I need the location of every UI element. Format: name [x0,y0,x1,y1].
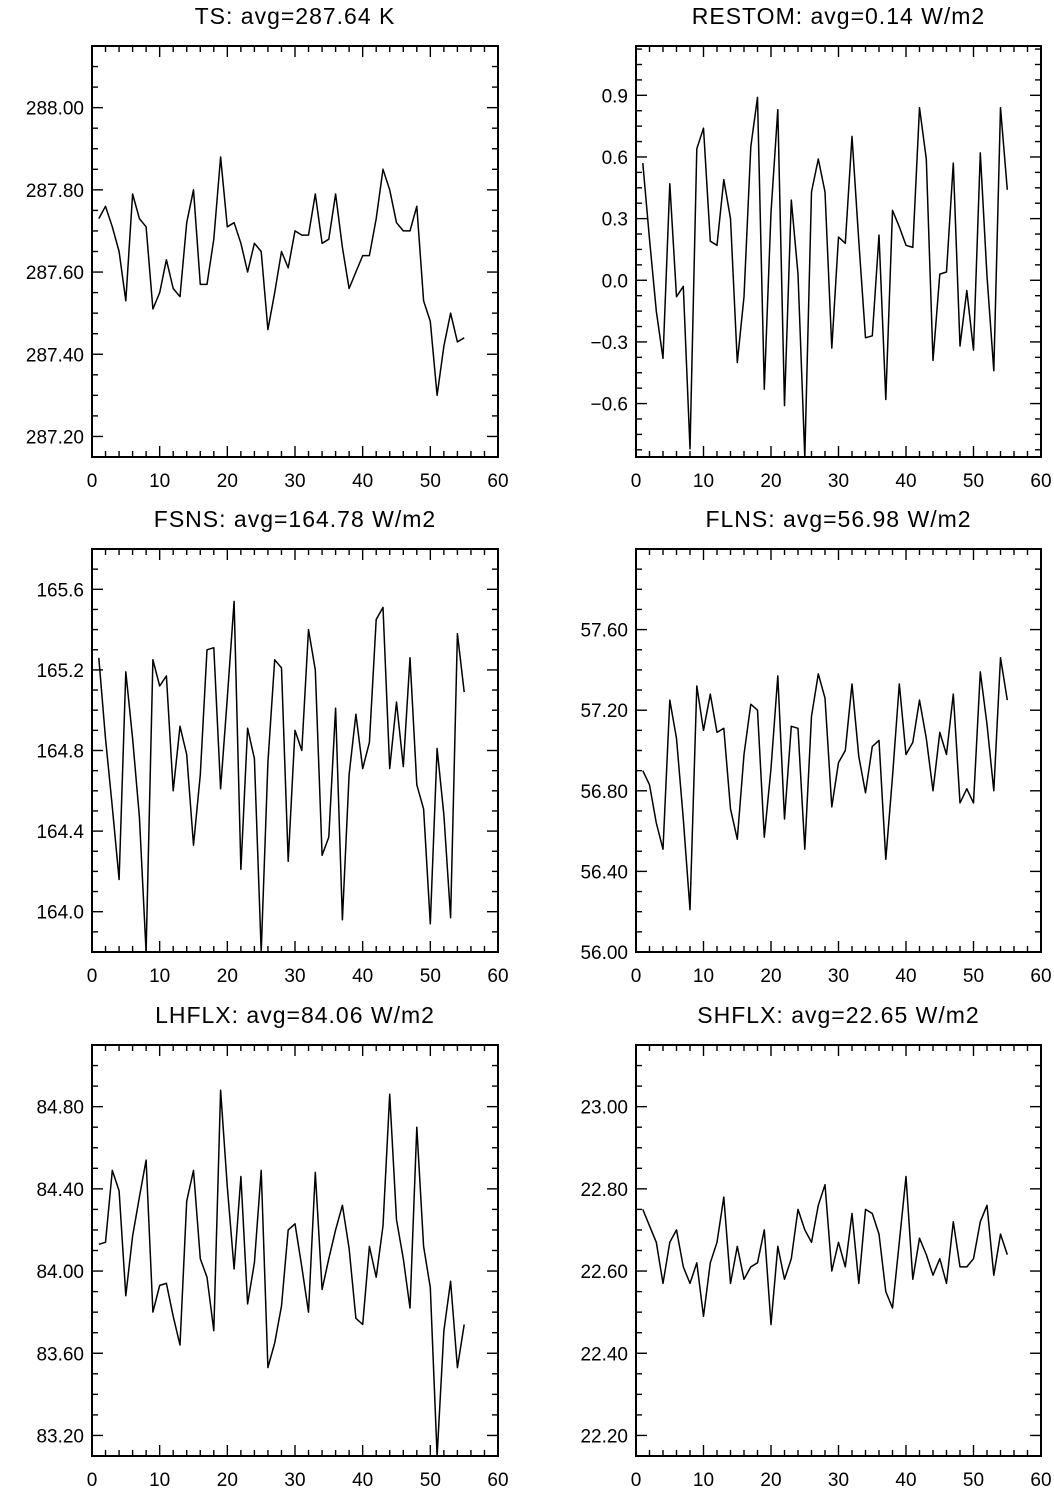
series-line [642,1175,1009,1326]
x-tick-label: 40 [895,1470,916,1491]
x-tick-label: 30 [828,966,849,987]
y-tick-label: 56.80 [580,782,628,803]
y-tick-label: 164.0 [36,903,84,924]
y-tick-label: 84.80 [36,1098,84,1119]
x-tick-label: 50 [963,471,984,492]
plot-frame [91,1044,499,1457]
y-tick-label: 0.6 [602,148,628,169]
series-line [98,600,465,952]
y-tick-label: 57.20 [580,701,628,722]
x-tick-label: 20 [217,1470,238,1491]
y-tick-label: 22.40 [580,1344,628,1365]
x-tick-label: 50 [963,966,984,987]
x-tick-label: 30 [828,471,849,492]
x-tick-label: 40 [352,1470,373,1491]
panel-6-title: SHFLX: avg=22.65 W/m2 [697,1002,979,1028]
x-tick-label: 30 [284,1470,305,1491]
x-tick-label: 0 [631,966,642,987]
x-tick-label: 10 [149,471,170,492]
panel-5: LHFLX: avg=84.06 W/m2 0 10 20 30 40 50 60 83.20 8… [36,1002,508,1491]
x-tick-label: 60 [1030,1470,1051,1491]
y-tick-label: −0.6 [590,395,628,416]
x-tick-label: 10 [693,966,714,987]
y-tick-label: 287.80 [26,181,84,202]
x-tick-label: 20 [217,471,238,492]
x-tick-label: 0 [631,471,642,492]
y-tick-label: 22.20 [580,1426,628,1447]
x-tick-label: 20 [760,471,781,492]
x-tick-label: 20 [217,966,238,987]
x-tick-label: 0 [87,966,98,987]
series-line [98,1089,465,1456]
x-tick-label: 0 [631,1470,642,1491]
x-tick-label: 10 [149,966,170,987]
y-tick-label: 22.60 [580,1262,628,1283]
series-line [98,156,465,397]
plot-frame [635,548,1042,953]
x-tick-label: 10 [693,1470,714,1491]
panel-5-title: LHFLX: avg=84.06 W/m2 [155,1002,435,1028]
x-tick-label: 0 [87,1470,98,1491]
panel-3-title: FSNS: avg=164.78 W/m2 [154,506,436,532]
y-tick-label: −0.3 [590,333,628,354]
y-tick-label: 83.20 [36,1426,84,1447]
panel-4-title: FLNS: avg=56.98 W/m2 [705,506,971,532]
x-tick-label: 60 [487,966,508,987]
x-tick-label: 60 [487,1470,508,1491]
y-tick-label: 57.60 [580,621,628,642]
y-tick-label: 23.00 [580,1098,628,1119]
y-tick-label: 83.60 [36,1344,84,1365]
y-tick-label: 165.2 [36,661,84,682]
x-tick-label: 20 [760,1470,781,1491]
x-tick-label: 50 [420,1470,441,1491]
panel-6: SHFLX: avg=22.65 W/m2 0 10 20 30 40 50 60 22.20 2… [580,1002,1051,1491]
x-tick-label: 50 [963,1470,984,1491]
x-tick-label: 60 [1030,471,1051,492]
x-tick-label: 10 [149,1470,170,1491]
panel-2: RESTOM: avg=0.14 W/m2 0 10 20 30 40 50 60 −0.6 −0… [590,3,1051,492]
x-tick-label: 40 [352,471,373,492]
y-tick-label: 164.4 [36,822,84,843]
panel-4: FLNS: avg=56.98 W/m2 0 10 20 30 40 50 60 56.00 56… [580,506,1051,987]
x-tick-label: 50 [420,966,441,987]
y-tick-label: 56.40 [580,862,628,883]
y-tick-label: 56.00 [580,943,628,964]
y-tick-label: 287.40 [26,345,84,366]
panel-1: TS: avg=287.64 K 0 10 20 30 40 50 60 287.20 287.4… [26,3,509,492]
panel-1-title: TS: avg=287.64 K [195,3,396,29]
y-tick-label: 84.00 [36,1262,84,1283]
x-tick-label: 30 [284,471,305,492]
y-tick-label: 22.80 [580,1180,628,1201]
x-tick-label: 10 [693,471,714,492]
x-tick-label: 0 [87,471,98,492]
x-tick-label: 20 [760,966,781,987]
x-tick-label: 60 [487,471,508,492]
y-tick-label: 84.40 [36,1180,84,1201]
series-line [642,96,1009,457]
y-tick-label: 0.3 [602,210,628,231]
y-tick-label: 0.0 [602,271,628,292]
panel-2-title: RESTOM: avg=0.14 W/m2 [692,3,985,29]
y-tick-label: 287.60 [26,263,84,284]
y-tick-label: 288.00 [26,99,84,120]
plot-frame [635,1044,1042,1457]
x-tick-label: 40 [895,471,916,492]
x-tick-label: 40 [352,966,373,987]
x-tick-label: 50 [420,471,441,492]
y-tick-label: 287.20 [26,427,84,448]
x-tick-label: 30 [828,1470,849,1491]
y-tick-label: 164.8 [36,742,84,763]
panel-3: FSNS: avg=164.78 W/m2 0 10 20 30 40 50 60 164.0 1… [36,506,508,987]
y-tick-label: 165.6 [36,580,84,601]
series-line [642,657,1009,911]
plot-frame [635,45,1042,458]
x-tick-label: 30 [284,966,305,987]
y-tick-label: 0.9 [602,86,628,107]
x-tick-label: 60 [1030,966,1051,987]
x-tick-label: 40 [895,966,916,987]
